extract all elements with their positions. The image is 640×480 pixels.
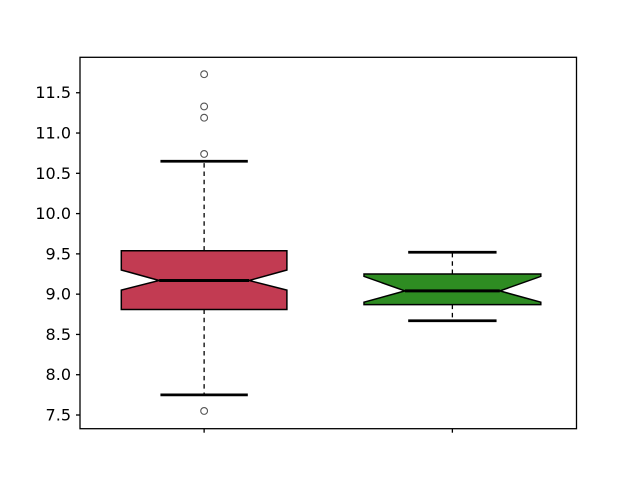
box-1-outlier-point bbox=[200, 70, 209, 79]
y-tick-label: 9.5 bbox=[46, 244, 71, 263]
box-2-body bbox=[363, 273, 542, 306]
y-tick-label: 8.5 bbox=[46, 325, 71, 344]
y-tick-label: 8.0 bbox=[46, 365, 71, 384]
y-tick-label: 11.5 bbox=[35, 83, 71, 102]
y-tick-label: 7.5 bbox=[46, 405, 71, 424]
y-tick-label: 9.0 bbox=[46, 285, 71, 304]
box-1-outlier-point bbox=[200, 113, 209, 122]
y-tick-label: 11.0 bbox=[35, 123, 71, 142]
box-1-outlier-point bbox=[200, 150, 209, 158]
box-1-outlier-point bbox=[200, 407, 209, 415]
box-1-outlier-point bbox=[200, 102, 209, 111]
y-tick-label: 10.5 bbox=[35, 164, 71, 183]
y-tick-label: 10.0 bbox=[35, 204, 71, 223]
axes-frame bbox=[79, 56, 578, 430]
